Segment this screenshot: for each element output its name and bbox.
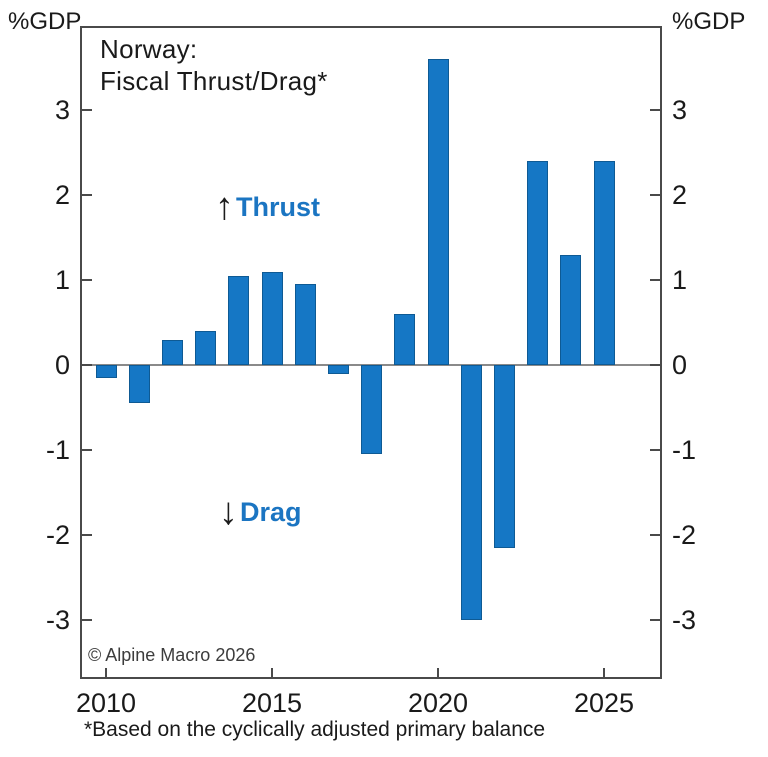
chart-title-line2: Fiscal Thrust/Drag* [100, 66, 328, 96]
arrow-down-icon: ↓ [219, 491, 238, 533]
bar-2014 [228, 275, 250, 365]
y-tick-label-left-2: 2 [54, 180, 70, 210]
y-tick-right--2 [650, 534, 660, 536]
x-tick-label-2015: 2015 [241, 688, 303, 718]
y-tick-label-right--3: -3 [672, 605, 697, 635]
x-tick-2010 [105, 668, 107, 677]
chart-title: Norway: Fiscal Thrust/Drag* [100, 33, 328, 97]
x-tick-2020 [437, 668, 439, 677]
bar-2011 [128, 365, 150, 404]
bar-2010 [95, 365, 117, 378]
y-tick-left--1 [82, 449, 92, 451]
y-tick-label-right--1: -1 [672, 435, 697, 465]
y-tick-label-left-1: 1 [54, 265, 70, 295]
y-tick-left-1 [82, 279, 92, 281]
y-tick-label-left--3: -3 [45, 605, 70, 635]
drag-label: Drag [240, 496, 302, 527]
bar-2020 [427, 59, 449, 365]
y-tick-label-right-1: 1 [672, 265, 688, 295]
y-tick-left-0 [82, 364, 92, 366]
bar-2017 [327, 365, 349, 374]
y-tick-label-left-3: 3 [54, 95, 70, 125]
bar-2012 [161, 339, 183, 365]
y-tick-label-left-0: 0 [54, 350, 70, 380]
chart-title-line1: Norway: [100, 34, 198, 64]
y-tick-left--3 [82, 619, 92, 621]
bar-2013 [195, 331, 217, 365]
plot-inner [82, 28, 660, 677]
footnote: *Based on the cyclically adjusted primar… [84, 718, 546, 741]
y-tick-label-right-3: 3 [672, 95, 688, 125]
bar-2024 [560, 254, 582, 365]
thrust-annotation: ↑ Thrust [215, 187, 320, 227]
plot-area [80, 26, 662, 679]
copyright-notice: © Alpine Macro 2026 [88, 645, 256, 665]
y-tick-left-2 [82, 194, 92, 196]
y-tick-label-right-2: 2 [672, 180, 688, 210]
x-tick-label-2020: 2020 [407, 688, 469, 718]
y-tick-left--2 [82, 534, 92, 536]
bar-2021 [460, 365, 482, 620]
x-tick-label-2025: 2025 [573, 688, 635, 718]
x-tick-label-2010: 2010 [75, 688, 137, 718]
y-tick-label-left--1: -1 [45, 435, 70, 465]
bar-2025 [593, 161, 615, 365]
x-tick-2025 [603, 668, 605, 677]
y-tick-label-right--2: -2 [672, 520, 697, 550]
bar-2022 [493, 365, 515, 548]
y-tick-right-1 [650, 279, 660, 281]
x-tick-2015 [271, 668, 273, 677]
y-tick-right--3 [650, 619, 660, 621]
y-tick-right-3 [650, 109, 660, 111]
y-tick-right--1 [650, 449, 660, 451]
y-axis-unit-label-right: %GDP [672, 8, 746, 35]
y-tick-right-0 [650, 364, 660, 366]
y-tick-label-right-0: 0 [672, 350, 688, 380]
y-tick-right-2 [650, 194, 660, 196]
arrow-up-icon: ↑ [215, 186, 234, 228]
bar-2023 [527, 161, 549, 365]
bar-2015 [261, 271, 283, 365]
bar-2016 [294, 284, 316, 365]
y-tick-left-3 [82, 109, 92, 111]
bar-2018 [361, 365, 383, 455]
thrust-label: Thrust [236, 191, 320, 222]
bar-2019 [394, 314, 416, 365]
y-tick-label-left--2: -2 [45, 520, 70, 550]
drag-annotation: ↓ Drag [219, 492, 302, 532]
y-axis-unit-label-left: %GDP [8, 8, 82, 35]
